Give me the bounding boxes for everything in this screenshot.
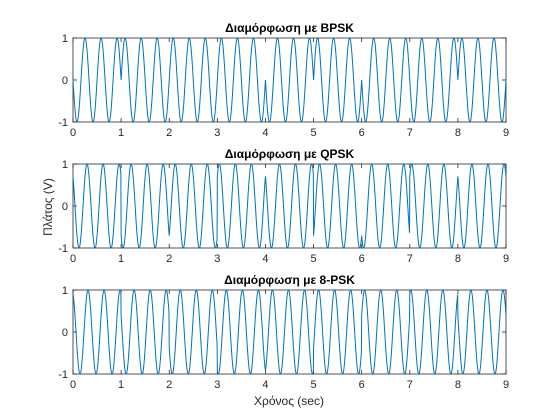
x-tick-label: 2 xyxy=(166,127,172,139)
y-tick-label: 1 xyxy=(62,33,68,45)
chart-title: Διαμόρφωση με QPSK xyxy=(225,147,355,161)
tick-group: 0 1 2 3 4 5 6 7 8 910-1 xyxy=(58,285,509,391)
x-tick-label: 6 xyxy=(359,253,365,265)
x-tick-label: 0 xyxy=(70,379,76,391)
x-tick-label: 3 xyxy=(214,379,220,391)
x-tick-label: 7 xyxy=(407,127,413,139)
x-tick-label: 8 xyxy=(455,253,461,265)
x-tick-label: 4 xyxy=(262,127,268,139)
qpsk-signal-line xyxy=(72,163,507,249)
x-tick-label: 2 xyxy=(166,379,172,391)
x-tick-label: 5 xyxy=(310,127,316,139)
x-tick-label: 5 xyxy=(310,253,316,265)
y-tick-label: -1 xyxy=(58,243,68,255)
axes-frame xyxy=(72,289,507,375)
bpsk-signal-line xyxy=(72,37,507,123)
x-tick-label: 3 xyxy=(214,127,220,139)
x-tick-label: 1 xyxy=(118,379,124,391)
x-axis-label: Χρόνος (sec) xyxy=(254,394,324,408)
x-tick-label: 7 xyxy=(407,253,413,265)
y-tick-label: -1 xyxy=(58,117,68,129)
8psk-panel: Διαμόρφωση με 8-PSK 0 1 2 3 4 5 6 7 8 910-1 xyxy=(58,273,509,391)
x-tick-label: 0 xyxy=(70,253,76,265)
x-tick-label: 6 xyxy=(359,379,365,391)
chart-title: Διαμόρφωση με BPSK xyxy=(225,21,354,35)
y-tick-label: -1 xyxy=(58,369,68,381)
qpsk-panel: Διαμόρφωση με QPSK 0 1 2 3 4 5 6 7 8 910-1 xyxy=(58,147,509,265)
y-tick-label: 0 xyxy=(62,327,68,339)
x-tick-label: 0 xyxy=(70,127,76,139)
bpsk-panel: Διαμόρφωση με BPSK 0 1 2 3 4 5 6 7 8 910-1 xyxy=(58,21,509,139)
x-tick-label: 9 xyxy=(503,253,509,265)
chart-title: Διαμόρφωση με 8-PSK xyxy=(224,273,355,287)
x-tick-label: 7 xyxy=(407,379,413,391)
x-tick-label: 6 xyxy=(359,127,365,139)
tick-group: 0 1 2 3 4 5 6 7 8 910-1 xyxy=(58,33,509,139)
y-tick-label: 1 xyxy=(62,159,68,171)
y-tick-label: 0 xyxy=(62,201,68,213)
y-axis-label: Πλάτος (V) xyxy=(41,178,55,236)
y-tick-label: 0 xyxy=(62,75,68,87)
x-tick-label: 3 xyxy=(214,253,220,265)
x-tick-label: 1 xyxy=(118,253,124,265)
x-tick-label: 8 xyxy=(455,127,461,139)
x-tick-label: 5 xyxy=(310,379,316,391)
y-tick-label: 1 xyxy=(62,285,68,297)
x-tick-label: 9 xyxy=(503,127,509,139)
tick-group: 0 1 2 3 4 5 6 7 8 910-1 xyxy=(58,159,509,265)
x-tick-label: 4 xyxy=(262,253,268,265)
x-tick-label: 9 xyxy=(503,379,509,391)
x-tick-label: 1 xyxy=(118,127,124,139)
x-tick-label: 4 xyxy=(262,379,268,391)
x-tick-label: 8 xyxy=(455,379,461,391)
8psk-signal-line xyxy=(72,289,507,375)
x-tick-label: 2 xyxy=(166,253,172,265)
